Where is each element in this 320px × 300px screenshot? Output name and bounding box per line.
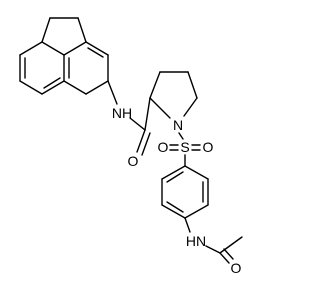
atom-label: HN: [186, 233, 206, 249]
atom-label: O: [231, 260, 242, 276]
atom-label: NH: [112, 105, 132, 121]
atom-label: N: [173, 117, 183, 133]
structure-diagram: NH O N S O O HN O: [19, 17, 243, 276]
bonds: [19, 17, 243, 264]
atom-label: O: [158, 139, 169, 155]
atom-label: O: [128, 153, 139, 169]
atom-label: S: [180, 139, 189, 155]
atom-label: O: [203, 139, 214, 155]
